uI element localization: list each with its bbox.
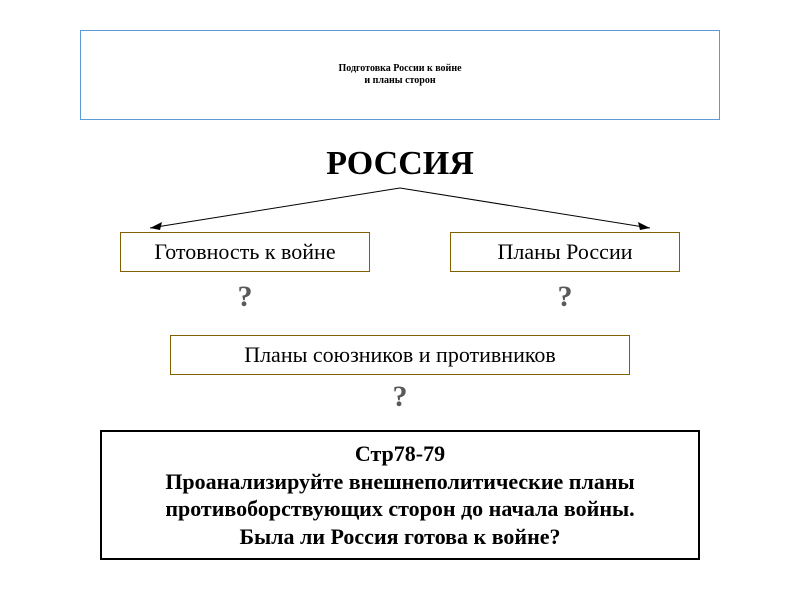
task-line4: Была ли Россия готова к войне? (239, 524, 560, 549)
arrowhead-left (150, 222, 162, 230)
task-box: Стр78-79 Проанализируйте внешнеполитичес… (100, 430, 700, 560)
main-heading: РОССИЯ (0, 145, 800, 183)
allies-box: Планы союзников и противников (170, 335, 630, 375)
title-text: Подготовка России к войне и планы сторон (338, 63, 461, 87)
task-line3: противоборствующих сторон до начала войн… (165, 496, 634, 521)
question-mark-2: ? (450, 280, 680, 314)
slide-canvas: Подготовка России к войне и планы сторон… (0, 0, 800, 600)
task-line1: Стр78-79 (355, 441, 445, 466)
arrowhead-right (638, 222, 650, 230)
task-line2: Проанализируйте внешнеполитические планы (165, 469, 634, 494)
title-box: Подготовка России к войне и планы сторон (80, 30, 720, 120)
title-line1: Подготовка России к войне (338, 63, 461, 74)
arrow-line-right (400, 188, 650, 228)
branch-box-plans: Планы России (450, 232, 680, 272)
branch-arrows (120, 185, 680, 235)
arrow-line-left (150, 188, 400, 228)
question-mark-1: ? (120, 280, 370, 314)
branch-box-readiness: Готовность к войне (120, 232, 370, 272)
question-mark-3: ? (0, 380, 800, 414)
title-line2: и планы сторон (364, 75, 435, 86)
